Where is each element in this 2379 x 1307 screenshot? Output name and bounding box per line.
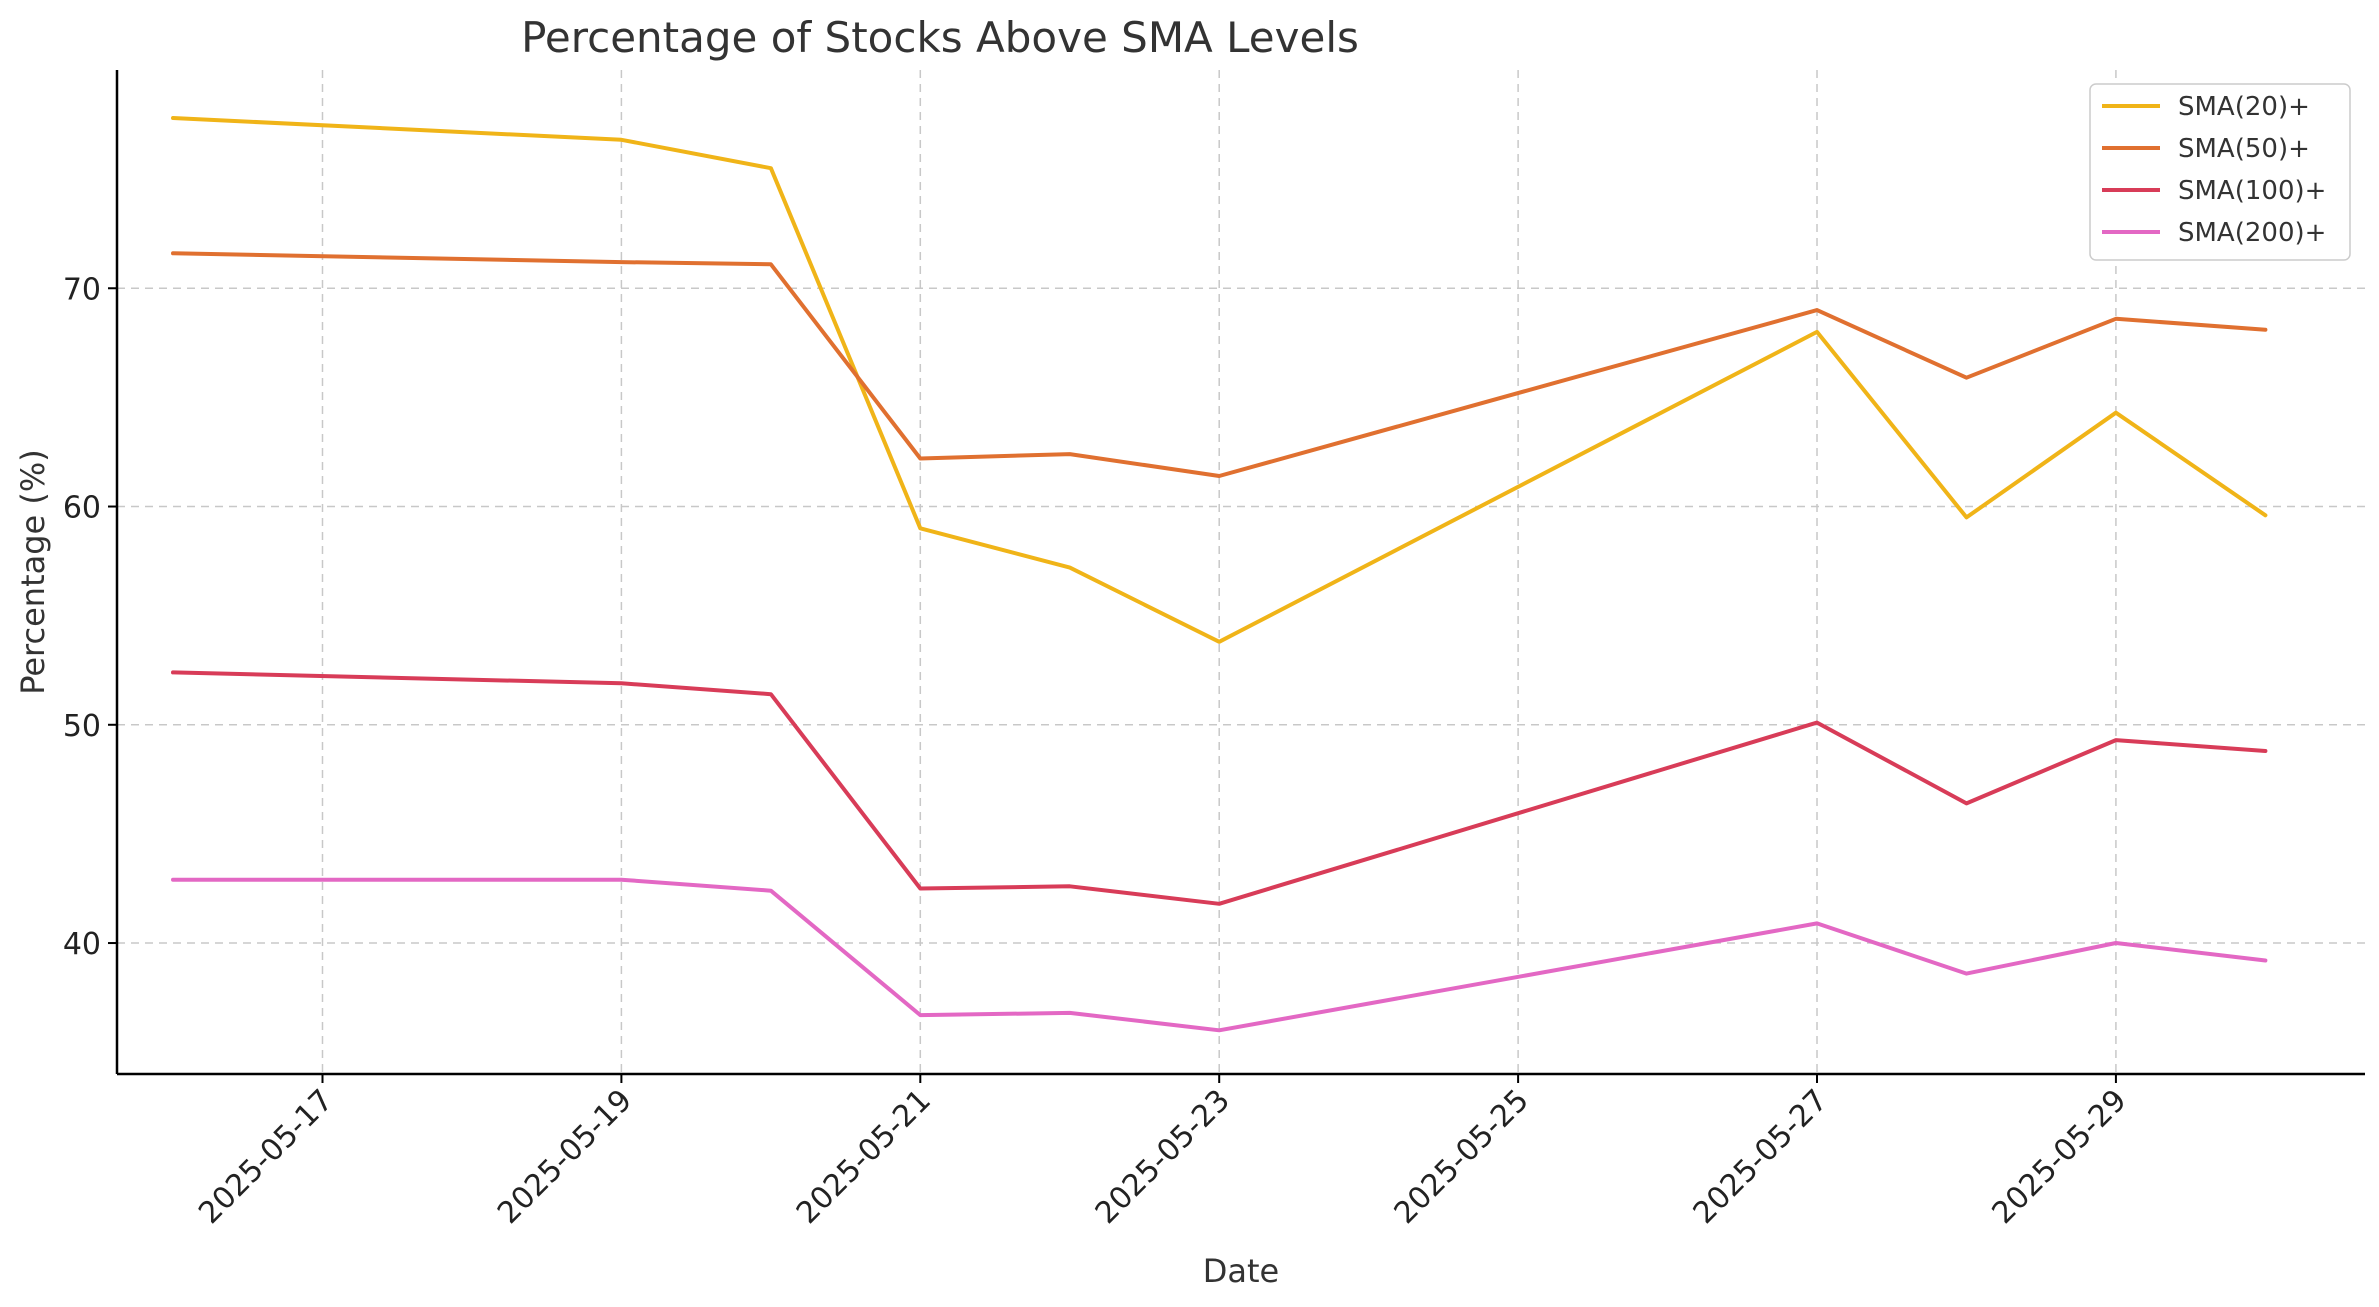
x-tick-label: 2025-05-27 (1687, 1083, 1835, 1231)
legend-label-sma-20: SMA(20)+ (2178, 92, 2310, 122)
y-tick-label: 50 (63, 709, 101, 744)
legend-label-sma-100: SMA(100)+ (2178, 176, 2326, 206)
legend: SMA(20)+ SMA(50)+ SMA(100)+ SMA(200)+ (2089, 83, 2351, 261)
legend-label-sma-200: SMA(200)+ (2178, 218, 2326, 248)
series-group (171, 116, 2268, 1033)
axes (115, 70, 2365, 1076)
x-tick-label: 2025-05-23 (1089, 1083, 1237, 1231)
y-tick-label: 40 (63, 927, 101, 962)
y-tick-label: 70 (63, 272, 101, 307)
x-tick-label: 2025-05-19 (491, 1083, 639, 1231)
x-tick-label: 2025-05-21 (790, 1083, 938, 1231)
x-tick-label: 2025-05-17 (192, 1083, 340, 1231)
y-tick-label: 60 (63, 491, 101, 526)
ticks: 40 50 60 70 2025-05-17 2025-05-19 2025-05-21 20… (63, 272, 2134, 1231)
chart-title: Percentage of Stocks Above SMA Levels (521, 13, 1359, 62)
legend-box (2089, 83, 2351, 261)
y-axis-label: Percentage (%) (14, 449, 52, 695)
legend-label-sma-50: SMA(50)+ (2178, 134, 2310, 164)
x-axis-label: Date (1203, 1252, 1279, 1290)
grid (117, 70, 2365, 1074)
x-tick-label: 2025-05-25 (1388, 1083, 1536, 1231)
series-line-sma-100 (171, 670, 2268, 906)
series-line-sma-20 (171, 116, 2268, 644)
series-line-sma-50 (171, 251, 2268, 478)
x-tick-label: 2025-05-29 (1986, 1083, 2134, 1231)
series-line-sma-200 (171, 877, 2268, 1033)
